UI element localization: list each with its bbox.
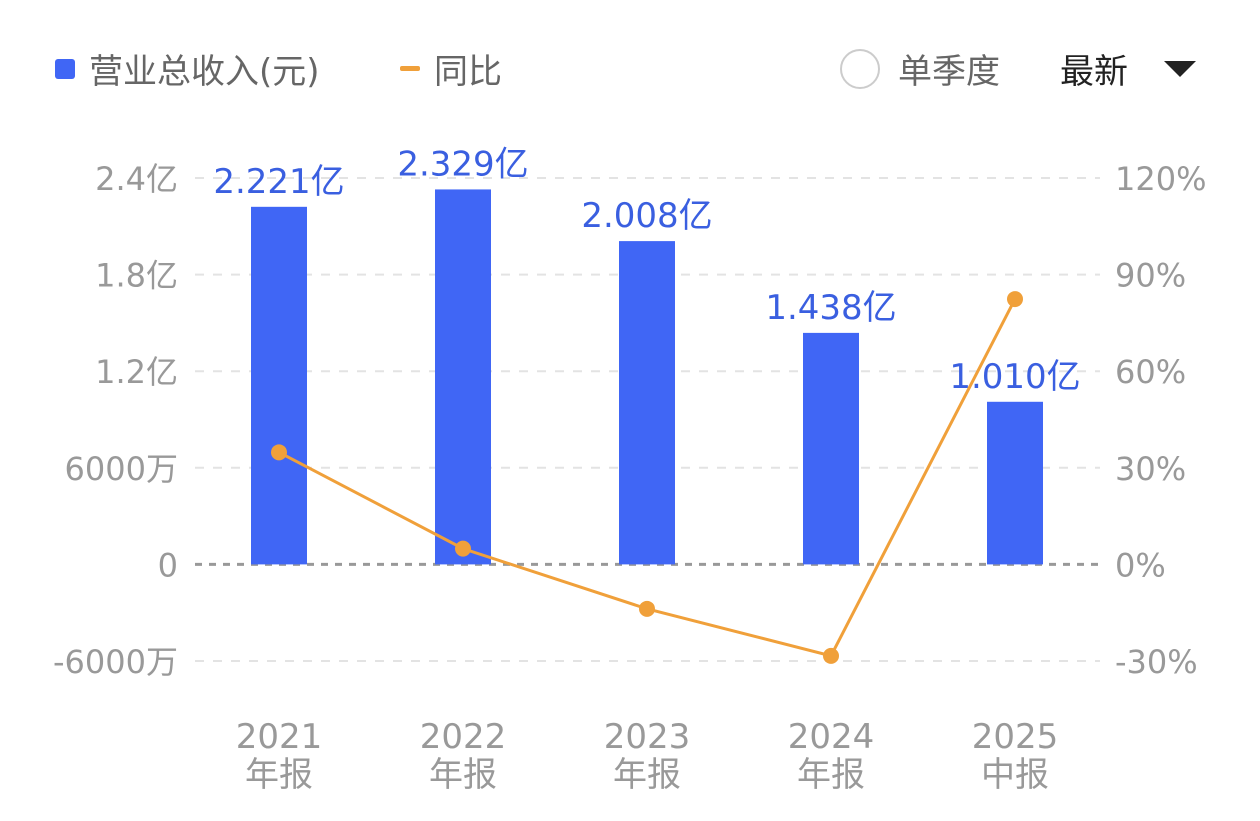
radio-icon[interactable] (840, 48, 880, 89)
right-tick-label: 120% (1115, 160, 1206, 198)
right-tick-label: -30% (1115, 643, 1198, 681)
right-tick-label: 30% (1115, 450, 1186, 488)
left-tick-label: 6000万 (65, 450, 178, 488)
yoy-point (455, 540, 471, 557)
yoy-point (1007, 291, 1023, 308)
x-tick-label-period: 中报 (981, 755, 1049, 795)
legend-revenue[interactable]: 营业总收入(元) (55, 44, 320, 93)
right-tick-label: 60% (1115, 353, 1186, 391)
x-tick-label-year: 2021 (236, 717, 323, 757)
x-tick-label-period: 年报 (245, 755, 313, 795)
x-tick-label-period: 年报 (797, 755, 865, 795)
period-select[interactable]: 最新 (1060, 44, 1196, 93)
legend-yoy-label: 同比 (434, 52, 502, 92)
bar-value-label: 2.221亿 (213, 162, 344, 202)
x-tick-label-year: 2023 (604, 717, 691, 757)
single-quarter-label: 单季度 (898, 52, 1000, 92)
right-tick-label: 90% (1115, 257, 1186, 295)
left-tick-label: 1.8亿 (95, 257, 178, 295)
bar-swatch-icon (55, 58, 75, 79)
left-tick-label: 2.4亿 (95, 160, 178, 198)
legend-revenue-label: 营业总收入(元) (89, 52, 320, 92)
bar (803, 332, 859, 565)
yoy-point (271, 444, 287, 461)
right-tick-label: 0% (1115, 546, 1166, 584)
bar (435, 189, 491, 565)
legend: 营业总收入(元) 同比 单季度 最新 (0, 44, 1260, 98)
bar-value-label: 1.438亿 (765, 288, 896, 328)
legend-yoy[interactable]: 同比 (400, 44, 502, 93)
x-tick-label-period: 年报 (429, 755, 497, 795)
bar-value-label: 2.008亿 (581, 196, 712, 236)
line-swatch-icon (400, 66, 420, 71)
yoy-point (639, 600, 655, 617)
x-tick-label-period: 年报 (613, 755, 681, 795)
caret-down-icon (1164, 60, 1196, 77)
yoy-point (823, 647, 839, 664)
period-select-label: 最新 (1060, 52, 1128, 92)
bar-value-label: 1.010亿 (949, 357, 1080, 397)
x-tick-label-year: 2024 (788, 717, 875, 757)
left-tick-label: 1.2亿 (95, 353, 178, 391)
x-tick-label-year: 2025 (972, 717, 1059, 757)
single-quarter-toggle[interactable]: 单季度 (840, 44, 1000, 93)
left-tick-label: -6000万 (53, 643, 178, 681)
x-tick-label-year: 2022 (420, 717, 507, 757)
left-tick-label: 0 (158, 546, 178, 584)
bar (987, 401, 1043, 565)
bar (619, 241, 675, 565)
bar-value-label: 2.329亿 (397, 144, 528, 184)
bar (251, 206, 307, 565)
